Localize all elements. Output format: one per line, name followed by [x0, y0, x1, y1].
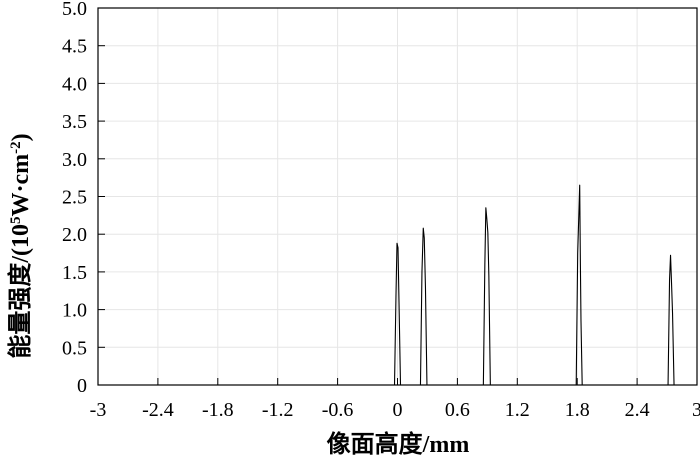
x-tick-label-9: 2.4 — [625, 399, 650, 421]
x-tick-label-0: -3 — [90, 399, 107, 421]
y-tick-label-2: 1.0 — [62, 300, 87, 322]
x-axis-label: 像面高度/mm — [327, 430, 470, 458]
x-tick-label-3: -1.2 — [262, 399, 294, 421]
grid-layer — [97, 7, 698, 386]
tick-label-layer: -3 -2.4 -1.8 -1.2 -0.6 0 0.6 1.2 1.8 2.4 3 0 0.5 1.0 1… — [62, 0, 700, 421]
y-axis-label: 能量强度/(105W·cm-2) — [6, 133, 34, 358]
y-axis-label-middle: W·cm — [8, 154, 34, 217]
y-tick-label-1: 0.5 — [62, 337, 87, 359]
y-axis-label-prefix: 能量强度/(10 — [6, 224, 34, 359]
x-tick-label-8: 1.8 — [565, 399, 590, 421]
x-tick-label-7: 1.2 — [505, 399, 530, 421]
x-tick-label-1: -2.4 — [142, 399, 174, 421]
series-layer — [98, 184, 697, 386]
y-axis-label-suffix: ) — [8, 133, 34, 141]
y-axis-label-superscript-2: -2 — [8, 141, 24, 154]
y-tick-label-9: 4.5 — [62, 36, 87, 58]
y-tick-label-4: 2.0 — [62, 224, 87, 246]
y-tick-label-6: 3.0 — [62, 149, 87, 171]
y-axis-label-superscript-1: 5 — [8, 216, 24, 224]
x-tick-label-6: 0.6 — [445, 399, 470, 421]
axis-layer — [97, 7, 698, 386]
series-line-0 — [98, 184, 697, 386]
y-tick-label-8: 4.0 — [62, 73, 87, 95]
x-tick-label-10: 3 — [692, 399, 700, 421]
y-tick-label-3: 1.5 — [62, 262, 87, 284]
x-tick-label-2: -1.8 — [202, 399, 234, 421]
y-tick-label-5: 2.5 — [62, 187, 87, 209]
y-tick-label-10: 5.0 — [62, 0, 87, 20]
y-tick-label-7: 3.5 — [62, 111, 87, 133]
x-tick-label-4: -0.6 — [322, 399, 354, 421]
y-tick-label-0: 0 — [77, 375, 87, 397]
x-tick-label-5: 0 — [393, 399, 403, 421]
